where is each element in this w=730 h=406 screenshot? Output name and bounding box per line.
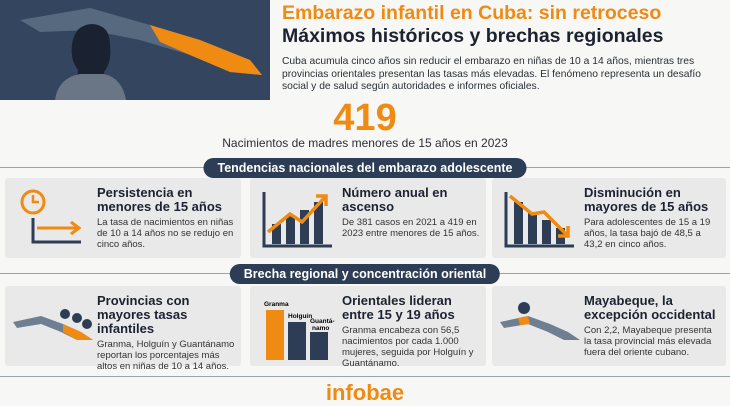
icon (262, 192, 332, 248)
card-text: Con 2,2, Mayabeque presenta la tasa prov… (584, 325, 712, 358)
card-title-text: Número anual en ascenso (342, 185, 448, 214)
highlight-caption: Nacimientos de madres menores de 15 años… (222, 136, 508, 150)
section-title: Brecha regional y concentración oriental (229, 264, 501, 284)
icon (13, 309, 93, 340)
intro: Cuba acumula cinco años sin reducir el e… (282, 56, 701, 92)
icon-label: Granma (264, 301, 289, 308)
card-text: Granma, Holguín y Guantánamo reportan lo… (97, 339, 235, 372)
card: Mayabeque, la excepción occidental Con 2,… (492, 286, 726, 366)
hero-image (0, 0, 270, 100)
icon (20, 189, 82, 244)
card: Disminución en mayores de 15 años Para ad… (492, 178, 726, 258)
card-title-text: Disminución en mayores de 15 años (584, 185, 709, 214)
subtitle: Máximos históricos y brechas regionales (282, 25, 664, 47)
icon-label: namo (312, 325, 329, 332)
card-title: Número anual en ascenso De 381 casos en 2… (342, 185, 480, 240)
card-title: Orientales lideran entre 15 y 19 años Gra… (342, 293, 480, 370)
card: Granma Holguín Guantá- namo Orientales l… (250, 286, 486, 370)
icon: Granma Holguín Guantá- namo (264, 301, 335, 360)
card-title: Provincias con mayores tasas infantiles G… (97, 293, 235, 373)
card-text: De 381 casos en 2021 a 419 en 2023 entre… (342, 217, 480, 239)
card-title-text: Provincias con mayores tasas infantiles (97, 293, 190, 336)
divider (0, 376, 730, 377)
icon (504, 192, 574, 248)
icon (500, 302, 580, 340)
card-text: Para adolescentes de 15 a 19 años, la ta… (584, 217, 711, 250)
card-title: Mayabeque, la excepción occidental Con 2,… (584, 293, 720, 359)
card-title-text: Mayabeque, la excepción occidental (584, 293, 716, 322)
brand: infobae (325, 380, 405, 405)
card-title: Disminución en mayores de 15 años Para ad… (584, 185, 720, 251)
card-title-text: Orientales lideran entre 15 y 19 años (342, 293, 455, 322)
card: Persistencia en menores de 15 años La tas… (5, 178, 241, 258)
section-title: Tendencias nacionales del embarazo adole… (203, 158, 527, 178)
card-text: Granma encabeza con 56,5 nacimientos por… (342, 325, 474, 369)
card: Provincias con mayores tasas infantiles G… (5, 286, 241, 372)
highlight-number: 419 (333, 97, 397, 139)
title: Embarazo infantil en Cuba: sin retroceso (282, 2, 662, 24)
card-title: Persistencia en menores de 15 años La tas… (97, 185, 235, 251)
icon-label: Holguín (288, 313, 312, 320)
card: Número anual en ascenso De 381 casos en 2… (250, 178, 486, 258)
card-title-text: Persistencia en menores de 15 años (97, 185, 222, 214)
card-text: La tasa de nacimientos en niñas de 10 a … (97, 217, 234, 250)
icon-label: Guantá- (310, 318, 335, 325)
